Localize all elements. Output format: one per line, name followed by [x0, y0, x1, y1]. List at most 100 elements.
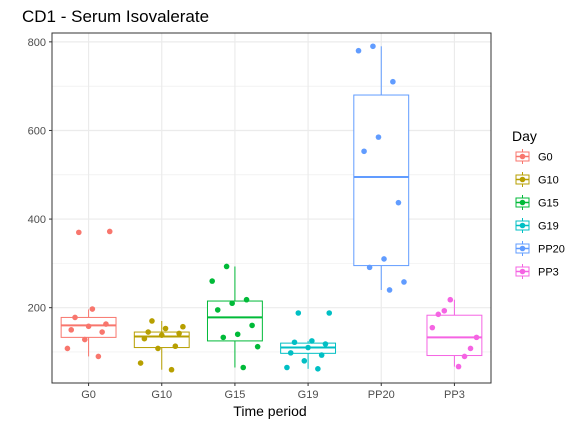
- point-PP3: [447, 296, 454, 303]
- y-tick-label: 200: [28, 303, 46, 315]
- point-PP20: [395, 199, 402, 206]
- point-G19: [305, 344, 311, 351]
- legend-key-point: [519, 199, 526, 206]
- point-G19: [318, 352, 325, 358]
- legend: Day G0 G10 G15 G19 PP20 PP3: [512, 128, 565, 280]
- plot-panel: [52, 33, 491, 383]
- point-G0: [106, 228, 113, 235]
- x-axis: G0 G10 G15 G19 PP20 PP3: [81, 383, 465, 401]
- legend-key-point: [519, 268, 526, 275]
- panel-border: [51, 32, 492, 384]
- y-tick-label: 400: [28, 214, 46, 226]
- legend-item-G10: G10: [514, 171, 559, 188]
- x-tick-label: G10: [151, 389, 172, 401]
- point-G15: [254, 343, 261, 350]
- point-PP3: [455, 363, 462, 370]
- legend-label: G15: [538, 198, 559, 210]
- point-PP20: [361, 148, 367, 155]
- point-G19: [322, 341, 329, 347]
- y-tick-label: 600: [28, 125, 46, 137]
- point-PP20: [370, 43, 376, 50]
- grid-minor: [52, 85, 491, 353]
- point-G15: [209, 278, 215, 284]
- point-PP20: [375, 134, 382, 140]
- point-G15: [234, 331, 241, 338]
- legend-title: Day: [512, 128, 537, 144]
- legend-label: PP3: [538, 267, 559, 279]
- legend-key-point: [519, 176, 526, 183]
- point-G0: [72, 314, 78, 321]
- legend-key-point: [519, 222, 526, 229]
- point-G10: [176, 330, 182, 337]
- x-tick-label: G0: [81, 389, 96, 401]
- point-G10: [137, 360, 144, 366]
- chart-title: CD1 - Serum Isovalerate: [22, 7, 209, 26]
- point-G10: [141, 335, 148, 342]
- legend-label: G10: [538, 175, 559, 187]
- point-PP20: [366, 264, 373, 271]
- point-G0: [95, 353, 102, 360]
- point-G10: [180, 323, 186, 330]
- point-G19: [309, 338, 315, 344]
- x-tick-label: PP20: [368, 389, 395, 401]
- point-G15: [229, 300, 235, 307]
- point-G19: [326, 310, 333, 316]
- point-PP3: [435, 311, 442, 318]
- point-G0: [81, 336, 88, 343]
- point-G0: [68, 327, 75, 333]
- point-PP20: [386, 287, 393, 293]
- point-G0: [89, 306, 96, 312]
- legend-label: G0: [538, 152, 553, 164]
- point-G0: [103, 321, 109, 327]
- point-G0: [85, 323, 92, 330]
- x-axis-title: Time period: [233, 403, 306, 419]
- legend-label: G19: [538, 221, 559, 233]
- point-PP20: [401, 279, 407, 285]
- point-G15: [223, 263, 230, 270]
- point-PP3: [467, 345, 474, 352]
- legend-key-point: [519, 153, 526, 160]
- legend-key-point: [519, 245, 526, 252]
- x-tick-label: G15: [225, 389, 246, 401]
- point-G15: [240, 364, 247, 371]
- point-G10: [162, 325, 169, 332]
- point-G15: [243, 296, 250, 303]
- point-G10: [155, 345, 161, 352]
- y-tick-label: 800: [28, 37, 46, 49]
- x-tick-label: PP3: [444, 389, 465, 401]
- box-rect: [426, 314, 483, 357]
- box-PP3: [426, 299, 483, 367]
- point-G10: [158, 332, 165, 338]
- point-PP3: [429, 324, 436, 331]
- box-PP20: [353, 46, 410, 290]
- y-axis: 200 400 600 800: [28, 37, 52, 315]
- x-tick-label: G19: [298, 389, 319, 401]
- legend-item-G0: G0: [514, 148, 553, 165]
- box-rect: [353, 94, 410, 267]
- point-G19: [301, 358, 308, 364]
- legend-item-PP3: PP3: [514, 263, 559, 280]
- legend-label: PP20: [538, 244, 565, 256]
- legend-item-G19: G19: [514, 217, 559, 234]
- point-G15: [249, 322, 255, 329]
- point-G19: [284, 364, 290, 371]
- point-PP20: [381, 256, 387, 262]
- point-G19: [315, 366, 321, 372]
- point-PP20: [390, 78, 396, 85]
- point-G19: [291, 339, 298, 346]
- box-rect: [206, 300, 263, 342]
- point-G10: [172, 343, 179, 350]
- point-PP3: [461, 353, 468, 360]
- point-G15: [220, 334, 227, 341]
- data-points: [64, 43, 480, 373]
- legend-item-PP20: PP20: [514, 240, 565, 257]
- point-G10: [145, 329, 151, 335]
- point-G15: [214, 307, 221, 313]
- point-G0: [76, 229, 82, 236]
- point-PP20: [355, 47, 362, 54]
- point-G19: [287, 350, 294, 356]
- point-PP3: [441, 307, 448, 314]
- point-G0: [99, 329, 105, 335]
- point-PP3: [473, 334, 480, 341]
